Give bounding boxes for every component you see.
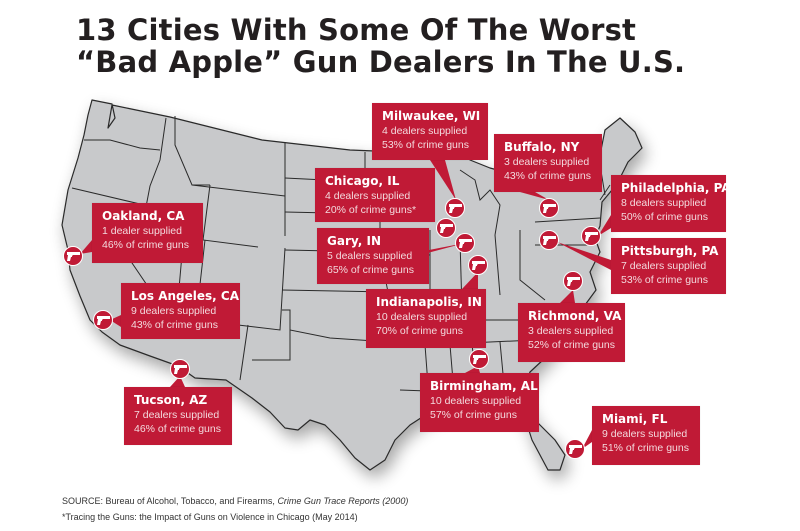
crime-gun-share: 57% of crime guns: [430, 409, 517, 421]
dealer-count: 10 dealers supplied: [430, 395, 522, 407]
gun-icon: [448, 203, 462, 213]
pin-richmond[interactable]: [563, 271, 583, 291]
dealer-count: 9 dealers supplied: [602, 428, 688, 440]
crime-gun-share: 65% of crime guns: [327, 264, 414, 276]
gun-icon: [584, 231, 598, 241]
pin-pittsburgh[interactable]: [539, 230, 559, 250]
crime-gun-share: 43% of crime guns: [131, 319, 218, 331]
gun-icon: [96, 315, 110, 325]
city-name: Miami, FL: [602, 412, 668, 426]
city-name: Buffalo, NY: [504, 140, 580, 154]
crime-gun-share: 43% of crime guns: [504, 170, 591, 182]
dealer-count: 1 dealer supplied: [102, 225, 182, 237]
city-name: Gary, IN: [327, 234, 381, 248]
dealer-count: 5 dealers supplied: [327, 250, 413, 262]
gun-icon: [542, 203, 556, 213]
crime-gun-share: 53% of crime guns: [382, 139, 469, 151]
pin-los-angeles[interactable]: [93, 310, 113, 330]
city-name: Birmingham, AL: [430, 379, 538, 393]
city-name: Chicago, IL: [325, 174, 400, 188]
gun-icon: [458, 238, 472, 248]
gun-icon: [439, 223, 453, 233]
title-line-2: “Bad Apple” Gun Dealers In The U.S.: [76, 45, 686, 79]
pin-oakland[interactable]: [63, 246, 83, 266]
city-name: Tucson, AZ: [134, 393, 208, 407]
dealer-count: 10 dealers supplied: [376, 311, 468, 323]
city-name: Oakland, CA: [102, 209, 185, 223]
source-citation: SOURCE: Bureau of Alcohol, Tobacco, and …: [62, 496, 408, 506]
dealer-count: 7 dealers supplied: [621, 260, 707, 272]
source-title: Crime Gun Trace Reports (2000): [277, 496, 409, 506]
city-name: Pittsburgh, PA: [621, 244, 719, 258]
footnote: *Tracing the Guns: the Impact of Guns on…: [62, 512, 358, 522]
callout-pittsburgh: Pittsburgh, PA 7 dealers supplied 53% of…: [611, 238, 726, 294]
crime-gun-share: 20% of crime guns*: [325, 204, 417, 216]
title-line-1: 13 Cities With Some Of The Worst: [76, 13, 637, 47]
gun-icon: [66, 251, 80, 261]
callout-milwaukee: Milwaukee, WI 4 dealers supplied 53% of …: [372, 103, 488, 160]
gun-icon: [173, 364, 187, 374]
callout-tucson: Tucson, AZ 7 dealers supplied 46% of cri…: [124, 387, 232, 445]
dealer-count: 9 dealers supplied: [131, 305, 217, 317]
callout-chicago: Chicago, IL 4 dealers supplied 20% of cr…: [315, 168, 435, 222]
pin-milwaukee[interactable]: [445, 198, 465, 218]
page-title: 13 Cities With Some Of The Worst “Bad Ap…: [76, 14, 685, 78]
crime-gun-share: 50% of crime guns: [621, 211, 708, 223]
crime-gun-share: 70% of crime guns: [376, 325, 463, 337]
gun-icon: [471, 260, 485, 270]
city-name: Richmond, VA: [528, 309, 622, 323]
dealer-count: 7 dealers supplied: [134, 409, 220, 421]
callout-birmingham: Birmingham, AL 10 dealers supplied 57% o…: [420, 373, 539, 432]
pin-gary[interactable]: [455, 233, 475, 253]
callout-oakland: Oakland, CA 1 dealer supplied 46% of cri…: [92, 203, 203, 263]
pin-philadelphia[interactable]: [581, 226, 601, 246]
pin-tucson[interactable]: [170, 359, 190, 379]
source-prefix: SOURCE: Bureau of Alcohol, Tobacco, and …: [62, 496, 278, 506]
city-name: Milwaukee, WI: [382, 109, 481, 123]
pin-miami[interactable]: [565, 439, 585, 459]
crime-gun-share: 53% of crime guns: [621, 274, 708, 286]
dealer-count: 8 dealers supplied: [621, 197, 707, 209]
dealer-count: 4 dealers supplied: [325, 190, 411, 202]
dealer-count: 3 dealers supplied: [528, 325, 614, 337]
pin-birmingham[interactable]: [469, 349, 489, 369]
callout-indianapolis: Indianapolis, IN 10 dealers supplied 70%…: [366, 289, 486, 348]
callout-buffalo: Buffalo, NY 3 dealers supplied 43% of cr…: [494, 134, 602, 192]
gun-icon: [472, 354, 486, 364]
callout-los-angeles: Los Angeles, CA 9 dealers supplied 43% o…: [121, 283, 240, 339]
callout-philadelphia: Philadelphia, PA 8 dealers supplied 50% …: [611, 175, 731, 232]
city-name: Indianapolis, IN: [376, 295, 482, 309]
callout-richmond: Richmond, VA 3 dealers supplied 52% of c…: [518, 303, 625, 362]
gun-icon: [566, 276, 580, 286]
pin-chicago[interactable]: [436, 218, 456, 238]
crime-gun-share: 52% of crime guns: [528, 339, 615, 351]
dealer-count: 4 dealers supplied: [382, 125, 468, 137]
callout-gary: Gary, IN 5 dealers supplied 65% of crime…: [317, 228, 429, 284]
crime-gun-share: 51% of crime guns: [602, 442, 689, 454]
dealer-count: 3 dealers supplied: [504, 156, 590, 168]
city-name: Philadelphia, PA: [621, 181, 731, 195]
city-name: Los Angeles, CA: [131, 289, 239, 303]
footnote-text: *Tracing the Guns: the Impact of Guns on…: [62, 512, 358, 522]
pin-indianapolis[interactable]: [468, 255, 488, 275]
crime-gun-share: 46% of crime guns: [134, 423, 221, 435]
gun-icon: [542, 235, 556, 245]
pin-buffalo[interactable]: [539, 198, 559, 218]
crime-gun-share: 46% of crime guns: [102, 239, 189, 251]
callout-miami: Miami, FL 9 dealers supplied 51% of crim…: [592, 406, 700, 465]
gun-icon: [568, 444, 582, 454]
